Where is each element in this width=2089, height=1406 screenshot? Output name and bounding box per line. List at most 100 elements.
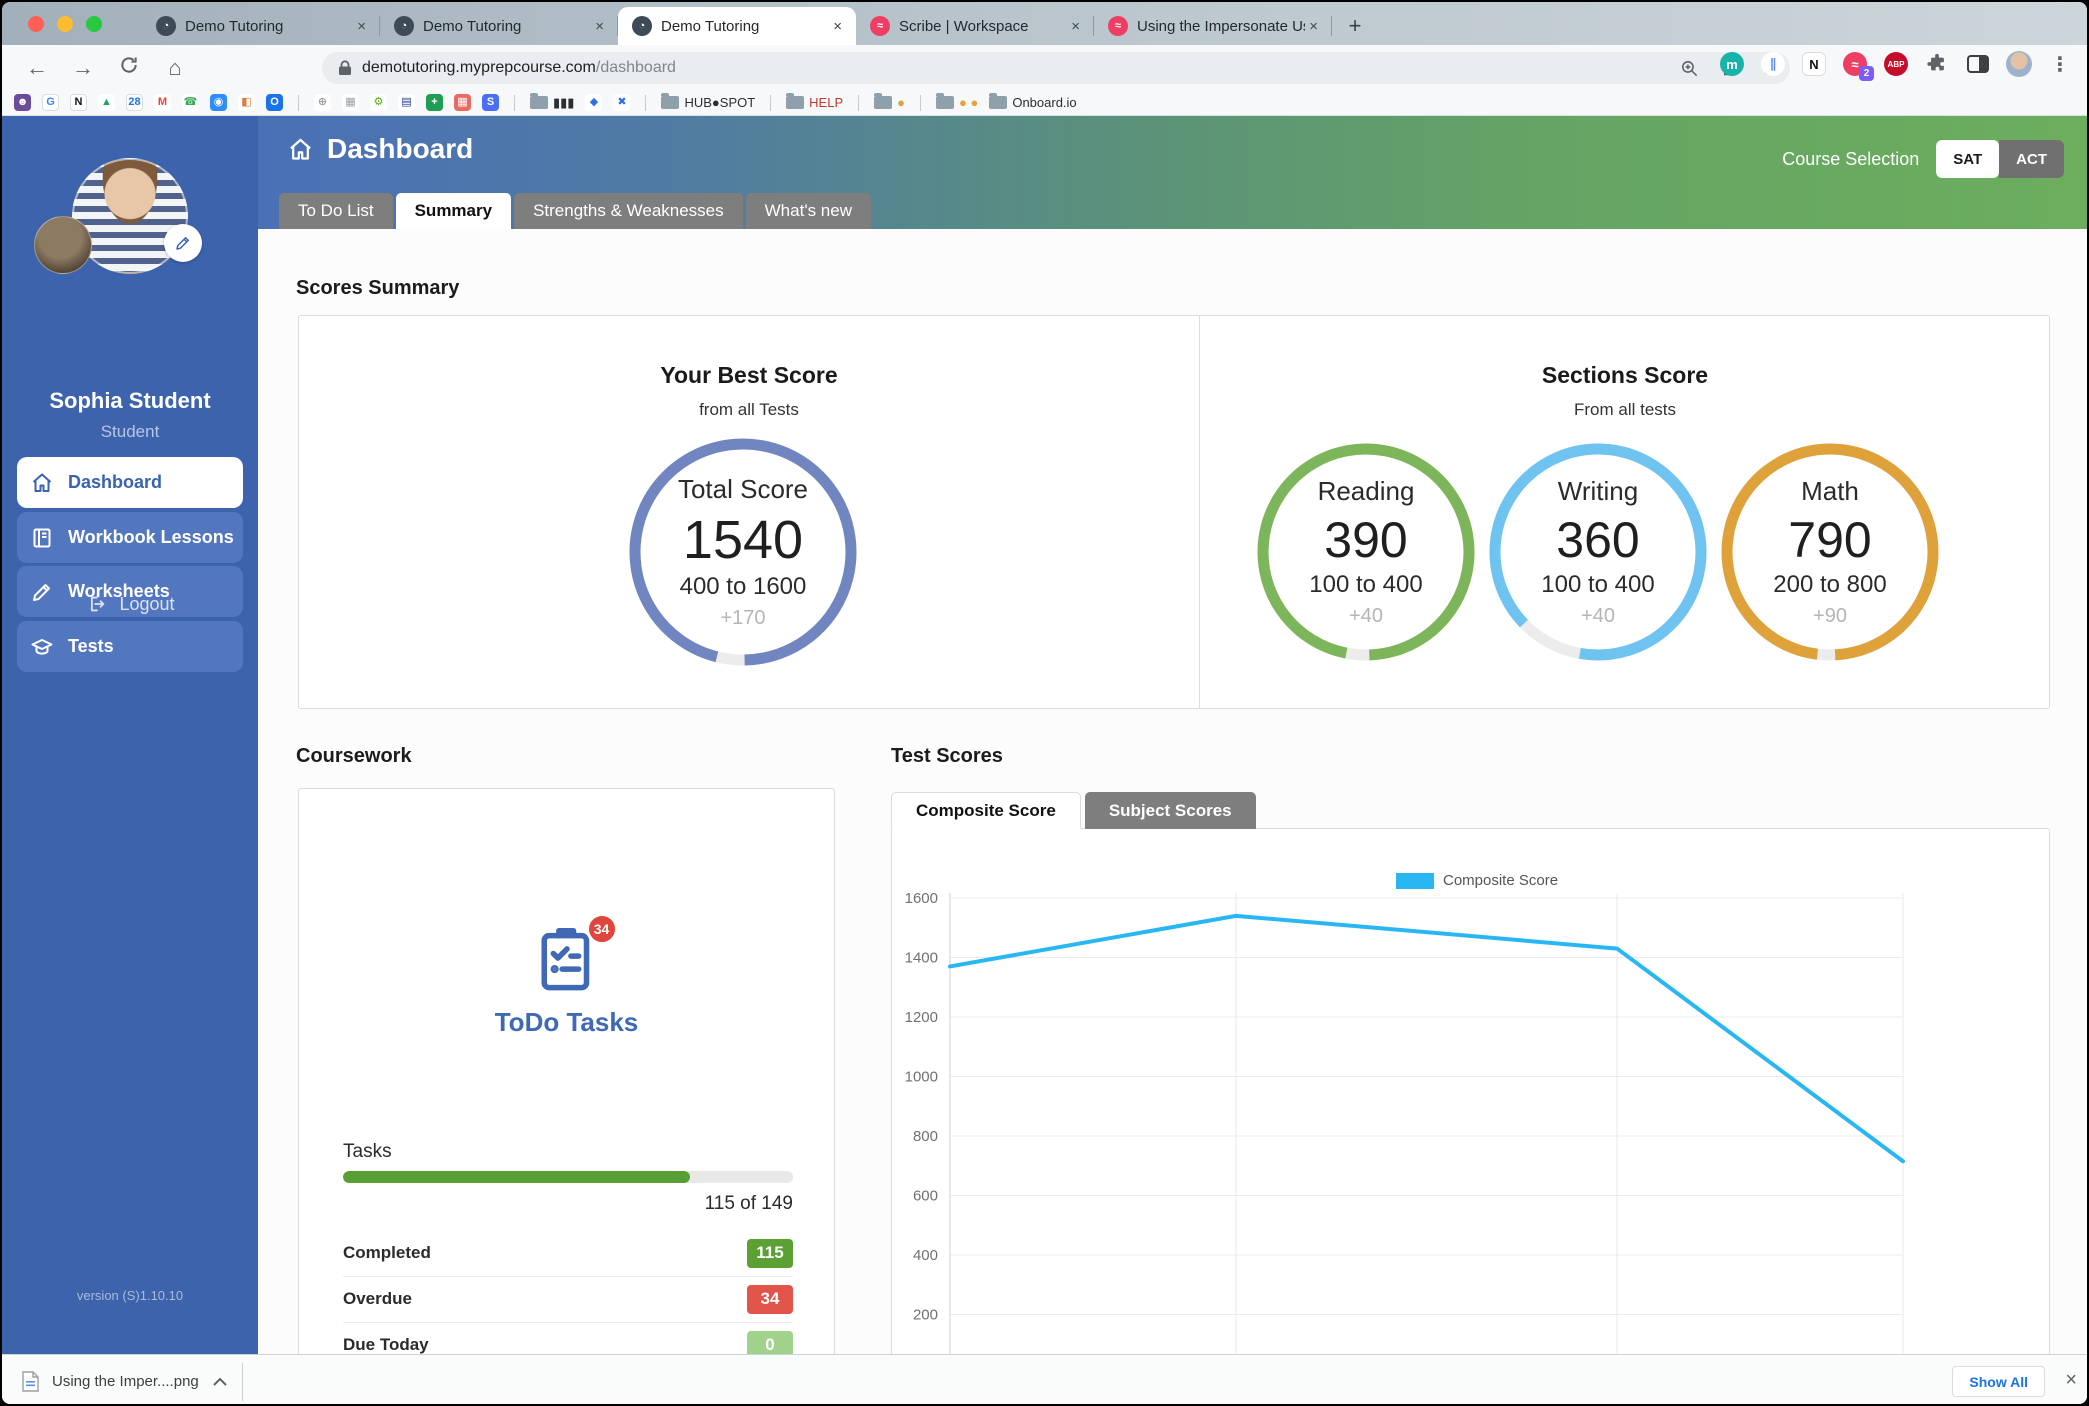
show-all-button[interactable]: Show All: [1952, 1366, 2045, 1397]
bookmarks-separator: [298, 94, 299, 111]
browser-menu-icon[interactable]: ⋮: [2050, 53, 2070, 76]
dashboard-tabs: To Do List Summary Strengths & Weaknesse…: [279, 193, 871, 229]
browser-tab-4[interactable]: ≈ Scribe | Workspace ×: [856, 7, 1094, 45]
new-tab-button[interactable]: +: [1348, 13, 1362, 38]
google-bookmark[interactable]: G: [42, 94, 59, 112]
globe-bookmark[interactable]: ⊕: [314, 94, 331, 112]
reload-icon[interactable]: [116, 55, 142, 81]
tab-favicon: ◔: [632, 16, 652, 36]
s-bookmark[interactable]: S: [482, 94, 499, 112]
best-score-title: Your Best Score: [660, 362, 838, 388]
folder-hubspot[interactable]: HUB●SPOT: [661, 93, 755, 112]
notion-bookmark[interactable]: N: [70, 94, 87, 112]
tab-favicon: ≈: [870, 16, 890, 36]
tab-strengths-weaknesses[interactable]: Strengths & Weaknesses: [514, 193, 743, 229]
diamond-bookmark[interactable]: ◆: [585, 94, 603, 112]
course-toggle: SAT ACT: [1936, 140, 2064, 178]
tab-favicon: ◔: [394, 16, 414, 36]
home-icon[interactable]: ⌂: [168, 54, 182, 80]
cart-bookmark[interactable]: ▦: [342, 94, 359, 112]
drive-bookmark[interactable]: ▲: [98, 94, 115, 112]
math-delta: +90: [1813, 605, 1847, 627]
browser-tab-3[interactable]: ◔ Demo Tutoring ×: [618, 7, 856, 45]
tab-close-icon[interactable]: ×: [595, 17, 604, 35]
browser-tab-2[interactable]: ◔ Demo Tutoring ×: [380, 7, 618, 45]
folder-help[interactable]: HELP: [786, 93, 843, 112]
zoom-page-icon[interactable]: [1680, 59, 1699, 78]
book-bookmark[interactable]: ▤: [398, 94, 415, 112]
profile-avatar[interactable]: [2006, 51, 2032, 77]
download-item[interactable]: Using the Imper....png: [22, 1355, 228, 1404]
bars-extension-icon[interactable]: ∥: [1760, 51, 1786, 77]
due-today-count-badge: 0: [747, 1330, 793, 1354]
writing-delta: +40: [1581, 605, 1615, 627]
folder-tacos[interactable]: ● ●: [936, 93, 978, 112]
home-icon: [290, 138, 311, 160]
gmail-bookmark[interactable]: M: [154, 94, 171, 112]
download-bar-close-icon[interactable]: ×: [2065, 1369, 2077, 1391]
back-icon[interactable]: ←: [26, 54, 48, 80]
zoom-bookmark[interactable]: ◉: [210, 94, 227, 112]
tab-close-icon[interactable]: ×: [1309, 17, 1318, 35]
chart-legend: Composite Score: [1396, 872, 1558, 889]
phone-bookmark-icon: ☎: [182, 94, 199, 111]
mask-bookmark[interactable]: ☻: [14, 94, 31, 112]
cube-bookmark[interactable]: ◧: [238, 94, 255, 112]
todo-tasks-widget[interactable]: 34 ToDo Tasks: [299, 913, 834, 1038]
side-panel-icon[interactable]: [1965, 51, 1991, 77]
chevron-up-icon[interactable]: [212, 1377, 228, 1387]
window-minimize-button[interactable]: [57, 16, 73, 32]
page-header: Dashboard Course Selection SAT ACT To Do…: [258, 116, 2087, 229]
sheets-bookmark[interactable]: +: [426, 94, 443, 112]
overdue-row: Overdue 34: [343, 1278, 793, 1320]
logout-button[interactable]: Logout: [2, 593, 258, 615]
act-toggle-button[interactable]: ACT: [1999, 140, 2064, 178]
svg-text:1200: 1200: [905, 1009, 938, 1026]
gear-bookmark[interactable]: ⚙: [370, 94, 387, 112]
legend-swatch: [1396, 872, 1434, 889]
tab-close-icon[interactable]: ×: [1071, 17, 1080, 35]
abp-extension-icon[interactable]: ABP: [1883, 51, 1909, 77]
tab-close-icon[interactable]: ×: [833, 17, 842, 35]
browser-tab-1[interactable]: ◔ Demo Tutoring ×: [142, 7, 380, 45]
folder-apps[interactable]: ▮▮▮: [530, 93, 574, 112]
edit-avatar-button[interactable]: [164, 224, 202, 262]
svg-text:800: 800: [913, 1128, 938, 1145]
folder-skateboard[interactable]: ●: [874, 93, 905, 112]
window-close-button[interactable]: [28, 16, 44, 32]
browser-tab-5[interactable]: ≈ Using the Impersonate User Fe×: [1094, 7, 1332, 45]
sidebar-item-dashboard[interactable]: Dashboard: [17, 457, 243, 508]
calendar-bookmark[interactable]: 28: [126, 94, 143, 112]
window-maximize-button[interactable]: [86, 16, 102, 32]
logout-icon: [91, 596, 105, 612]
m-extension-icon[interactable]: m: [1719, 51, 1745, 77]
writing-score-ring: Writing 360 100 to 400 +40: [1484, 438, 1712, 666]
red-bookmark[interactable]: ▦: [454, 94, 471, 112]
tab-to-do-list[interactable]: To Do List: [279, 193, 393, 229]
download-filename: Using the Imper....png: [52, 1373, 199, 1390]
folder-onboard[interactable]: Onboard.io: [989, 93, 1077, 112]
extensions-puzzle-icon[interactable]: [1924, 51, 1950, 77]
address-bar[interactable]: demotutoring.myprepcourse.com/dashboard …: [322, 52, 1790, 84]
scribe-extension-icon[interactable]: ≈2: [1842, 51, 1874, 81]
sidebar-item-workbook-lessons[interactable]: Workbook Lessons: [17, 512, 243, 563]
due-today-label: Due Today: [343, 1335, 429, 1354]
sidebar-item-tests[interactable]: Tests: [17, 621, 243, 672]
total-score-ring: Total Score 1540 400 to 1600 +170: [623, 432, 863, 672]
test-scores-tabs: Composite Score Subject Scores: [891, 792, 1256, 829]
forward-icon[interactable]: →: [72, 54, 94, 80]
tab-composite-score[interactable]: Composite Score: [891, 792, 1081, 829]
tab-whats-new[interactable]: What's new: [745, 193, 871, 229]
tab-summary[interactable]: Summary: [395, 193, 512, 229]
due-today-row: Due Today 0: [343, 1324, 793, 1354]
tab-close-icon[interactable]: ×: [357, 17, 366, 35]
o-bookmark[interactable]: O: [266, 94, 283, 112]
x-bookmark[interactable]: ✖: [613, 94, 631, 112]
tab-subject-scores[interactable]: Subject Scores: [1084, 792, 1256, 829]
reading-value: 390: [1324, 512, 1408, 568]
phone-bookmark[interactable]: ☎: [182, 94, 199, 112]
notion-extension-icon[interactable]: N: [1801, 51, 1827, 77]
sat-toggle-button[interactable]: SAT: [1936, 140, 2000, 178]
sidebar-item-worksheets[interactable]: Worksheets: [17, 566, 243, 617]
math-label: Math: [1801, 476, 1859, 506]
